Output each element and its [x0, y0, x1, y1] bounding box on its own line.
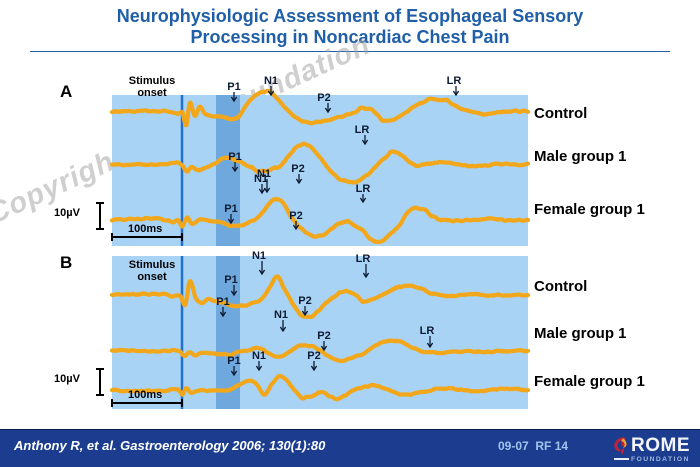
svg-text:LR: LR	[447, 75, 462, 87]
svg-text:N1: N1	[274, 309, 288, 321]
svg-text:P1: P1	[224, 274, 237, 286]
svg-text:N1: N1	[254, 173, 268, 185]
svg-text:LR: LR	[420, 325, 435, 337]
svg-text:P2: P2	[298, 295, 311, 307]
svg-text:N1: N1	[252, 350, 266, 362]
svg-text:P1: P1	[227, 81, 240, 93]
svg-text:P1: P1	[216, 296, 229, 308]
svg-text:FOUNDATION: FOUNDATION	[631, 456, 690, 463]
svg-text:LR: LR	[356, 183, 371, 195]
svg-text:P1: P1	[228, 151, 241, 163]
svg-text:LR: LR	[356, 253, 371, 265]
svg-text:P2: P2	[307, 350, 320, 362]
svg-text:P1: P1	[227, 355, 240, 367]
svg-text:N1: N1	[252, 250, 266, 262]
svg-text:ROME: ROME	[631, 435, 690, 456]
svg-text:N1: N1	[264, 75, 278, 87]
svg-text:LR: LR	[355, 124, 370, 136]
svg-text:P2: P2	[317, 92, 330, 104]
svg-text:P1: P1	[224, 203, 237, 215]
svg-text:P2: P2	[317, 330, 330, 342]
svg-text:P2: P2	[289, 210, 302, 222]
svg-text:P2: P2	[291, 163, 304, 175]
